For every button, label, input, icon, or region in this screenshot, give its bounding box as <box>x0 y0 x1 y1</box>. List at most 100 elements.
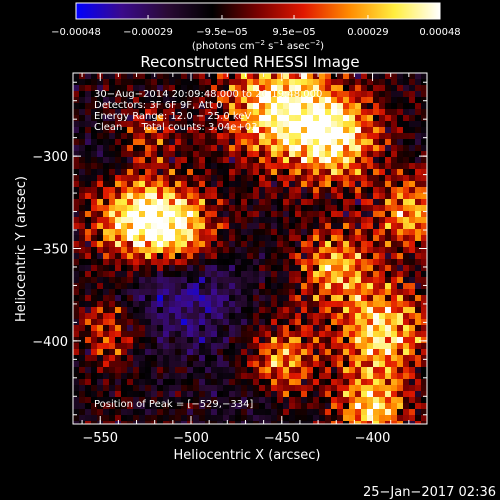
heatmap-cell <box>145 223 152 230</box>
heatmap-cell <box>235 163 242 170</box>
heatmap-cell <box>187 289 194 296</box>
heatmap-cell <box>277 103 284 110</box>
heatmap-cell <box>247 169 254 176</box>
heatmap-cell <box>385 271 392 278</box>
heatmap-cell <box>391 205 398 212</box>
heatmap-cell <box>295 271 302 278</box>
heatmap-cell <box>187 109 194 116</box>
heatmap-cell <box>253 181 260 188</box>
heatmap-cell <box>127 373 134 380</box>
heatmap-cell <box>211 391 218 398</box>
heatmap-cell <box>163 271 170 278</box>
heatmap-cell <box>73 313 80 320</box>
heatmap-cell <box>199 349 206 356</box>
heatmap-cell <box>169 73 176 80</box>
heatmap-cell <box>283 139 290 146</box>
heatmap-cell <box>205 151 212 158</box>
heatmap-cell <box>289 397 296 404</box>
heatmap-cell <box>139 253 146 260</box>
heatmap-cell <box>397 253 404 260</box>
heatmap-cell <box>157 361 164 368</box>
heatmap-cell <box>229 355 236 362</box>
heatmap-cell <box>337 325 344 332</box>
heatmap-cell <box>247 355 254 362</box>
heatmap-cell <box>349 385 356 392</box>
heatmap-cell <box>397 127 404 134</box>
heatmap-cell <box>85 421 92 424</box>
heatmap-cell <box>373 415 380 422</box>
heatmap-cell <box>421 211 427 218</box>
heatmap-cell <box>199 325 206 332</box>
heatmap-cell <box>265 187 272 194</box>
heatmap-cell <box>139 325 146 332</box>
heatmap-cell <box>277 217 284 224</box>
heatmap-cell <box>409 151 416 158</box>
heatmap-cell <box>229 379 236 386</box>
heatmap-cell <box>337 343 344 350</box>
heatmap-cell <box>79 157 86 164</box>
heatmap-cell <box>253 271 260 278</box>
heatmap-cell <box>259 325 266 332</box>
heatmap-cell <box>283 223 290 230</box>
heatmap-cell <box>235 127 242 134</box>
heatmap-cell <box>109 325 116 332</box>
heatmap-cell <box>91 79 98 86</box>
heatmap-cell <box>397 277 404 284</box>
heatmap-cell <box>409 115 416 122</box>
heatmap-cell <box>349 343 356 350</box>
heatmap-cell <box>199 199 206 206</box>
heatmap-cell <box>97 199 104 206</box>
heatmap-cell <box>73 259 80 266</box>
heatmap-cell <box>265 355 272 362</box>
heatmap-cell <box>193 325 200 332</box>
heatmap-cell <box>247 379 254 386</box>
heatmap-cell <box>325 151 332 158</box>
heatmap-cell <box>253 397 260 404</box>
heatmap-cell <box>253 193 260 200</box>
heatmap-cell <box>91 355 98 362</box>
heatmap-cell <box>163 259 170 266</box>
heatmap-cell <box>205 379 212 386</box>
heatmap-cell <box>73 187 80 194</box>
heatmap-cell <box>223 301 230 308</box>
heatmap-cell <box>415 391 422 398</box>
heatmap-cell <box>337 349 344 356</box>
heatmap-cell <box>97 193 104 200</box>
heatmap-cell <box>367 307 374 314</box>
heatmap-cell <box>151 391 158 398</box>
heatmap-cell <box>355 79 362 86</box>
heatmap-cell <box>343 97 350 104</box>
heatmap-cell <box>343 367 350 374</box>
heatmap-cell <box>229 127 236 134</box>
heatmap-cell <box>409 403 416 410</box>
heatmap-cell <box>211 307 218 314</box>
heatmap-cell <box>121 391 128 398</box>
heatmap-cell <box>271 229 278 236</box>
heatmap-cell <box>187 145 194 152</box>
heatmap-cell <box>265 157 272 164</box>
heatmap-cell <box>331 205 338 212</box>
heatmap-cell <box>373 265 380 272</box>
heatmap-cell <box>337 127 344 134</box>
heatmap-cell <box>421 193 427 200</box>
heatmap-cell <box>205 115 212 122</box>
heatmap-cell <box>97 145 104 152</box>
heatmap-cell <box>109 343 116 350</box>
heatmap-cell <box>223 241 230 248</box>
heatmap-cell <box>157 325 164 332</box>
heatmap-cell <box>103 307 110 314</box>
heatmap-cell <box>247 199 254 206</box>
heatmap-cell <box>229 139 236 146</box>
heatmap-cell <box>319 163 326 170</box>
heatmap-cell <box>397 241 404 248</box>
heatmap-cell <box>175 247 182 254</box>
heatmap-cell <box>409 211 416 218</box>
heatmap-cell <box>295 319 302 326</box>
heatmap-cell <box>151 313 158 320</box>
heatmap-cell <box>229 283 236 290</box>
heatmap-cell <box>187 361 194 368</box>
heatmap-cell <box>385 283 392 290</box>
heatmap-cell <box>289 109 296 116</box>
heatmap-cell <box>379 367 386 374</box>
heatmap-cell <box>349 115 356 122</box>
